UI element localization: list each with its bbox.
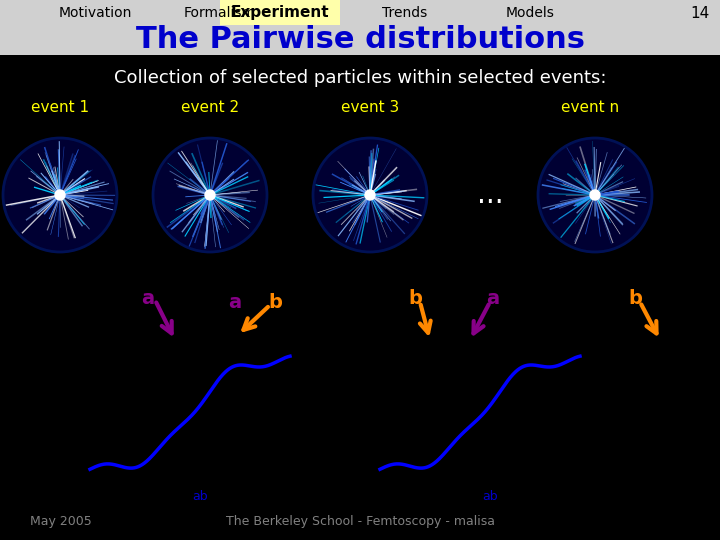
Text: Collection of selected particles within selected events:: Collection of selected particles within …	[114, 69, 606, 87]
FancyBboxPatch shape	[0, 55, 720, 540]
Text: $\delta$: $\delta$	[469, 483, 482, 502]
Text: b: b	[268, 293, 282, 312]
FancyBboxPatch shape	[220, 0, 340, 25]
Text: ab: ab	[371, 385, 385, 395]
Text: event 3: event 3	[341, 100, 399, 116]
Circle shape	[538, 138, 652, 252]
Text: b: b	[628, 289, 642, 308]
Text: signal or numerator: signal or numerator	[130, 368, 268, 382]
Text: ): )	[92, 377, 98, 393]
Text: Motivation: Motivation	[58, 6, 132, 20]
Text: ): )	[383, 377, 389, 393]
Text: ab: ab	[80, 385, 94, 395]
Text: "Real" pairs form: "Real" pairs form	[130, 353, 248, 367]
Text: "Mixed" pairs form: "Mixed" pairs form	[400, 351, 530, 365]
Text: b: b	[408, 289, 422, 308]
Text: a: a	[487, 289, 500, 308]
Text: Trends: Trends	[382, 6, 428, 20]
Text: ...: ...	[477, 181, 503, 209]
Circle shape	[153, 138, 267, 252]
Text: ab: ab	[482, 489, 498, 503]
Text: event n: event n	[561, 100, 619, 116]
Text: background or: background or	[400, 366, 500, 380]
Text: a: a	[141, 288, 155, 307]
Circle shape	[3, 138, 117, 252]
Text: B($\delta$: B($\delta$	[346, 376, 374, 394]
Circle shape	[313, 138, 427, 252]
Circle shape	[590, 190, 600, 200]
Text: May 2005: May 2005	[30, 516, 91, 529]
Circle shape	[365, 190, 375, 200]
Text: $\delta$: $\delta$	[179, 483, 192, 502]
Text: The Berkeley School - Femtoscopy - malisa: The Berkeley School - Femtoscopy - malis…	[225, 516, 495, 529]
Text: ab: ab	[192, 489, 208, 503]
Text: event 2: event 2	[181, 100, 239, 116]
Circle shape	[55, 190, 65, 200]
Text: A($\delta$: A($\delta$	[55, 376, 81, 394]
FancyBboxPatch shape	[0, 0, 720, 55]
Text: denominator: denominator	[400, 381, 489, 395]
Text: event 1: event 1	[31, 100, 89, 116]
Text: Formalism: Formalism	[184, 6, 256, 20]
Text: Models: Models	[505, 6, 554, 20]
Text: Experiment: Experiment	[230, 5, 329, 21]
Text: a: a	[228, 293, 242, 312]
Text: The Pairwise distributions: The Pairwise distributions	[135, 25, 585, 55]
Circle shape	[205, 190, 215, 200]
Text: 14: 14	[690, 5, 710, 21]
